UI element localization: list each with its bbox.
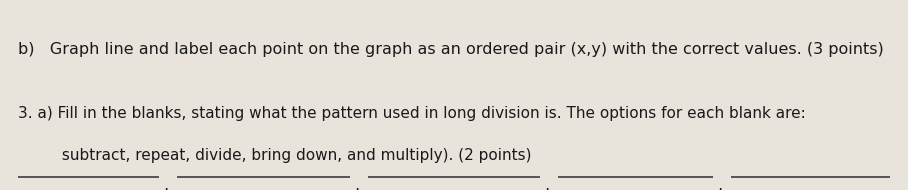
Text: 3. a) Fill in the blanks, stating what the pattern used in long division is. The: 3. a) Fill in the blanks, stating what t…: [18, 106, 806, 121]
Text: ,: ,: [163, 178, 169, 190]
Text: ,: ,: [545, 178, 550, 190]
Text: b)   Graph line and label each point on the graph as an ordered pair (x,y) with : b) Graph line and label each point on th…: [18, 42, 883, 57]
Text: subtract, repeat, divide, bring down, and multiply). (2 points): subtract, repeat, divide, bring down, an…: [18, 148, 532, 163]
Text: ,: ,: [717, 178, 723, 190]
Text: ,: ,: [354, 178, 360, 190]
